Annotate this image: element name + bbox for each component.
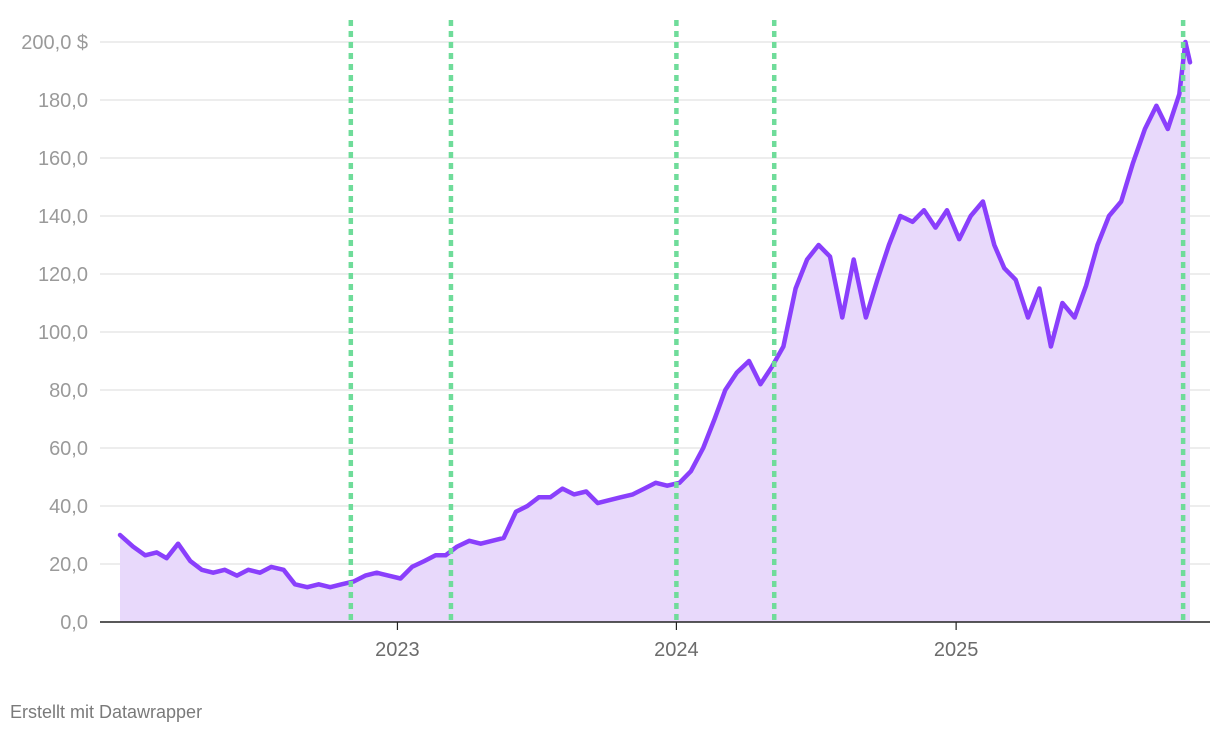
y-tick-label: 60,0	[49, 438, 88, 460]
x-axis-ticks: 2023 2024 2025	[375, 622, 978, 661]
y-tick-label: 180,0	[38, 90, 88, 112]
y-tick-label: 100,0	[38, 322, 88, 344]
y-tick-label: 20,0	[49, 554, 88, 576]
y-tick-label: 120,0	[38, 264, 88, 286]
price-area	[120, 42, 1190, 622]
price-line	[117, 39, 1193, 590]
x-tick-label: 2025	[934, 639, 979, 661]
x-tick-label: 2023	[375, 639, 420, 661]
y-tick-label: 200,0 $	[21, 32, 88, 54]
x-tick-label: 2024	[654, 639, 699, 661]
y-tick-label: 0,0	[60, 612, 88, 634]
footer-credit: Erstellt mit Datawrapper	[10, 702, 203, 722]
chart: 0,0 20,0 40,0 60,0 80,0 100,0 120,0 140,0 160,0 1…	[21, 20, 1210, 661]
y-tick-label: 80,0	[49, 380, 88, 402]
y-tick-label: 160,0	[38, 148, 88, 170]
y-tick-label: 140,0	[38, 206, 88, 228]
event-markers	[348, 20, 1186, 622]
gridlines	[100, 41, 1210, 565]
y-axis-ticks: 0,0 20,0 40,0 60,0 80,0 100,0 120,0 140,0 160,0 1…	[21, 32, 88, 634]
y-tick-label: 40,0	[49, 496, 88, 518]
